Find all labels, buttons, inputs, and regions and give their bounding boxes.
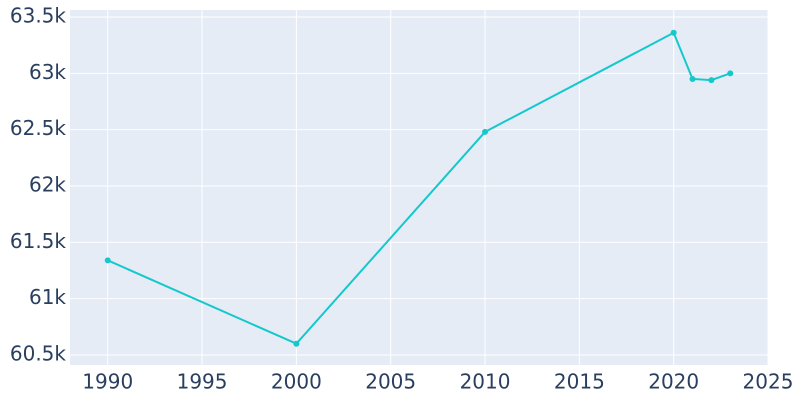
y-tick-label: 62.5k xyxy=(10,116,67,140)
x-tick-label: 2005 xyxy=(365,370,416,394)
point xyxy=(104,257,111,264)
x-tick-label: 2020 xyxy=(648,370,699,394)
point xyxy=(689,75,696,82)
y-tick-label: 63k xyxy=(29,60,66,84)
x-tick-label: 1995 xyxy=(177,370,228,394)
point xyxy=(708,77,715,84)
point xyxy=(293,340,300,347)
y-tick-label: 60.5k xyxy=(10,341,67,365)
point xyxy=(727,70,734,77)
point xyxy=(670,29,677,36)
point xyxy=(482,128,489,135)
x-tick-label: 2025 xyxy=(743,370,794,394)
y-tick-label: 63.5k xyxy=(10,3,67,27)
y-tick-label: 61.5k xyxy=(10,229,67,253)
x-tick-label: 2010 xyxy=(460,370,511,394)
x-tick-label: 1990 xyxy=(82,370,133,394)
y-tick-label: 61k xyxy=(29,285,66,309)
y-tick-label: 62k xyxy=(29,172,66,196)
x-tick-label: 2000 xyxy=(271,370,322,394)
plot-area xyxy=(70,10,768,365)
x-tick-label: 2015 xyxy=(554,370,605,394)
